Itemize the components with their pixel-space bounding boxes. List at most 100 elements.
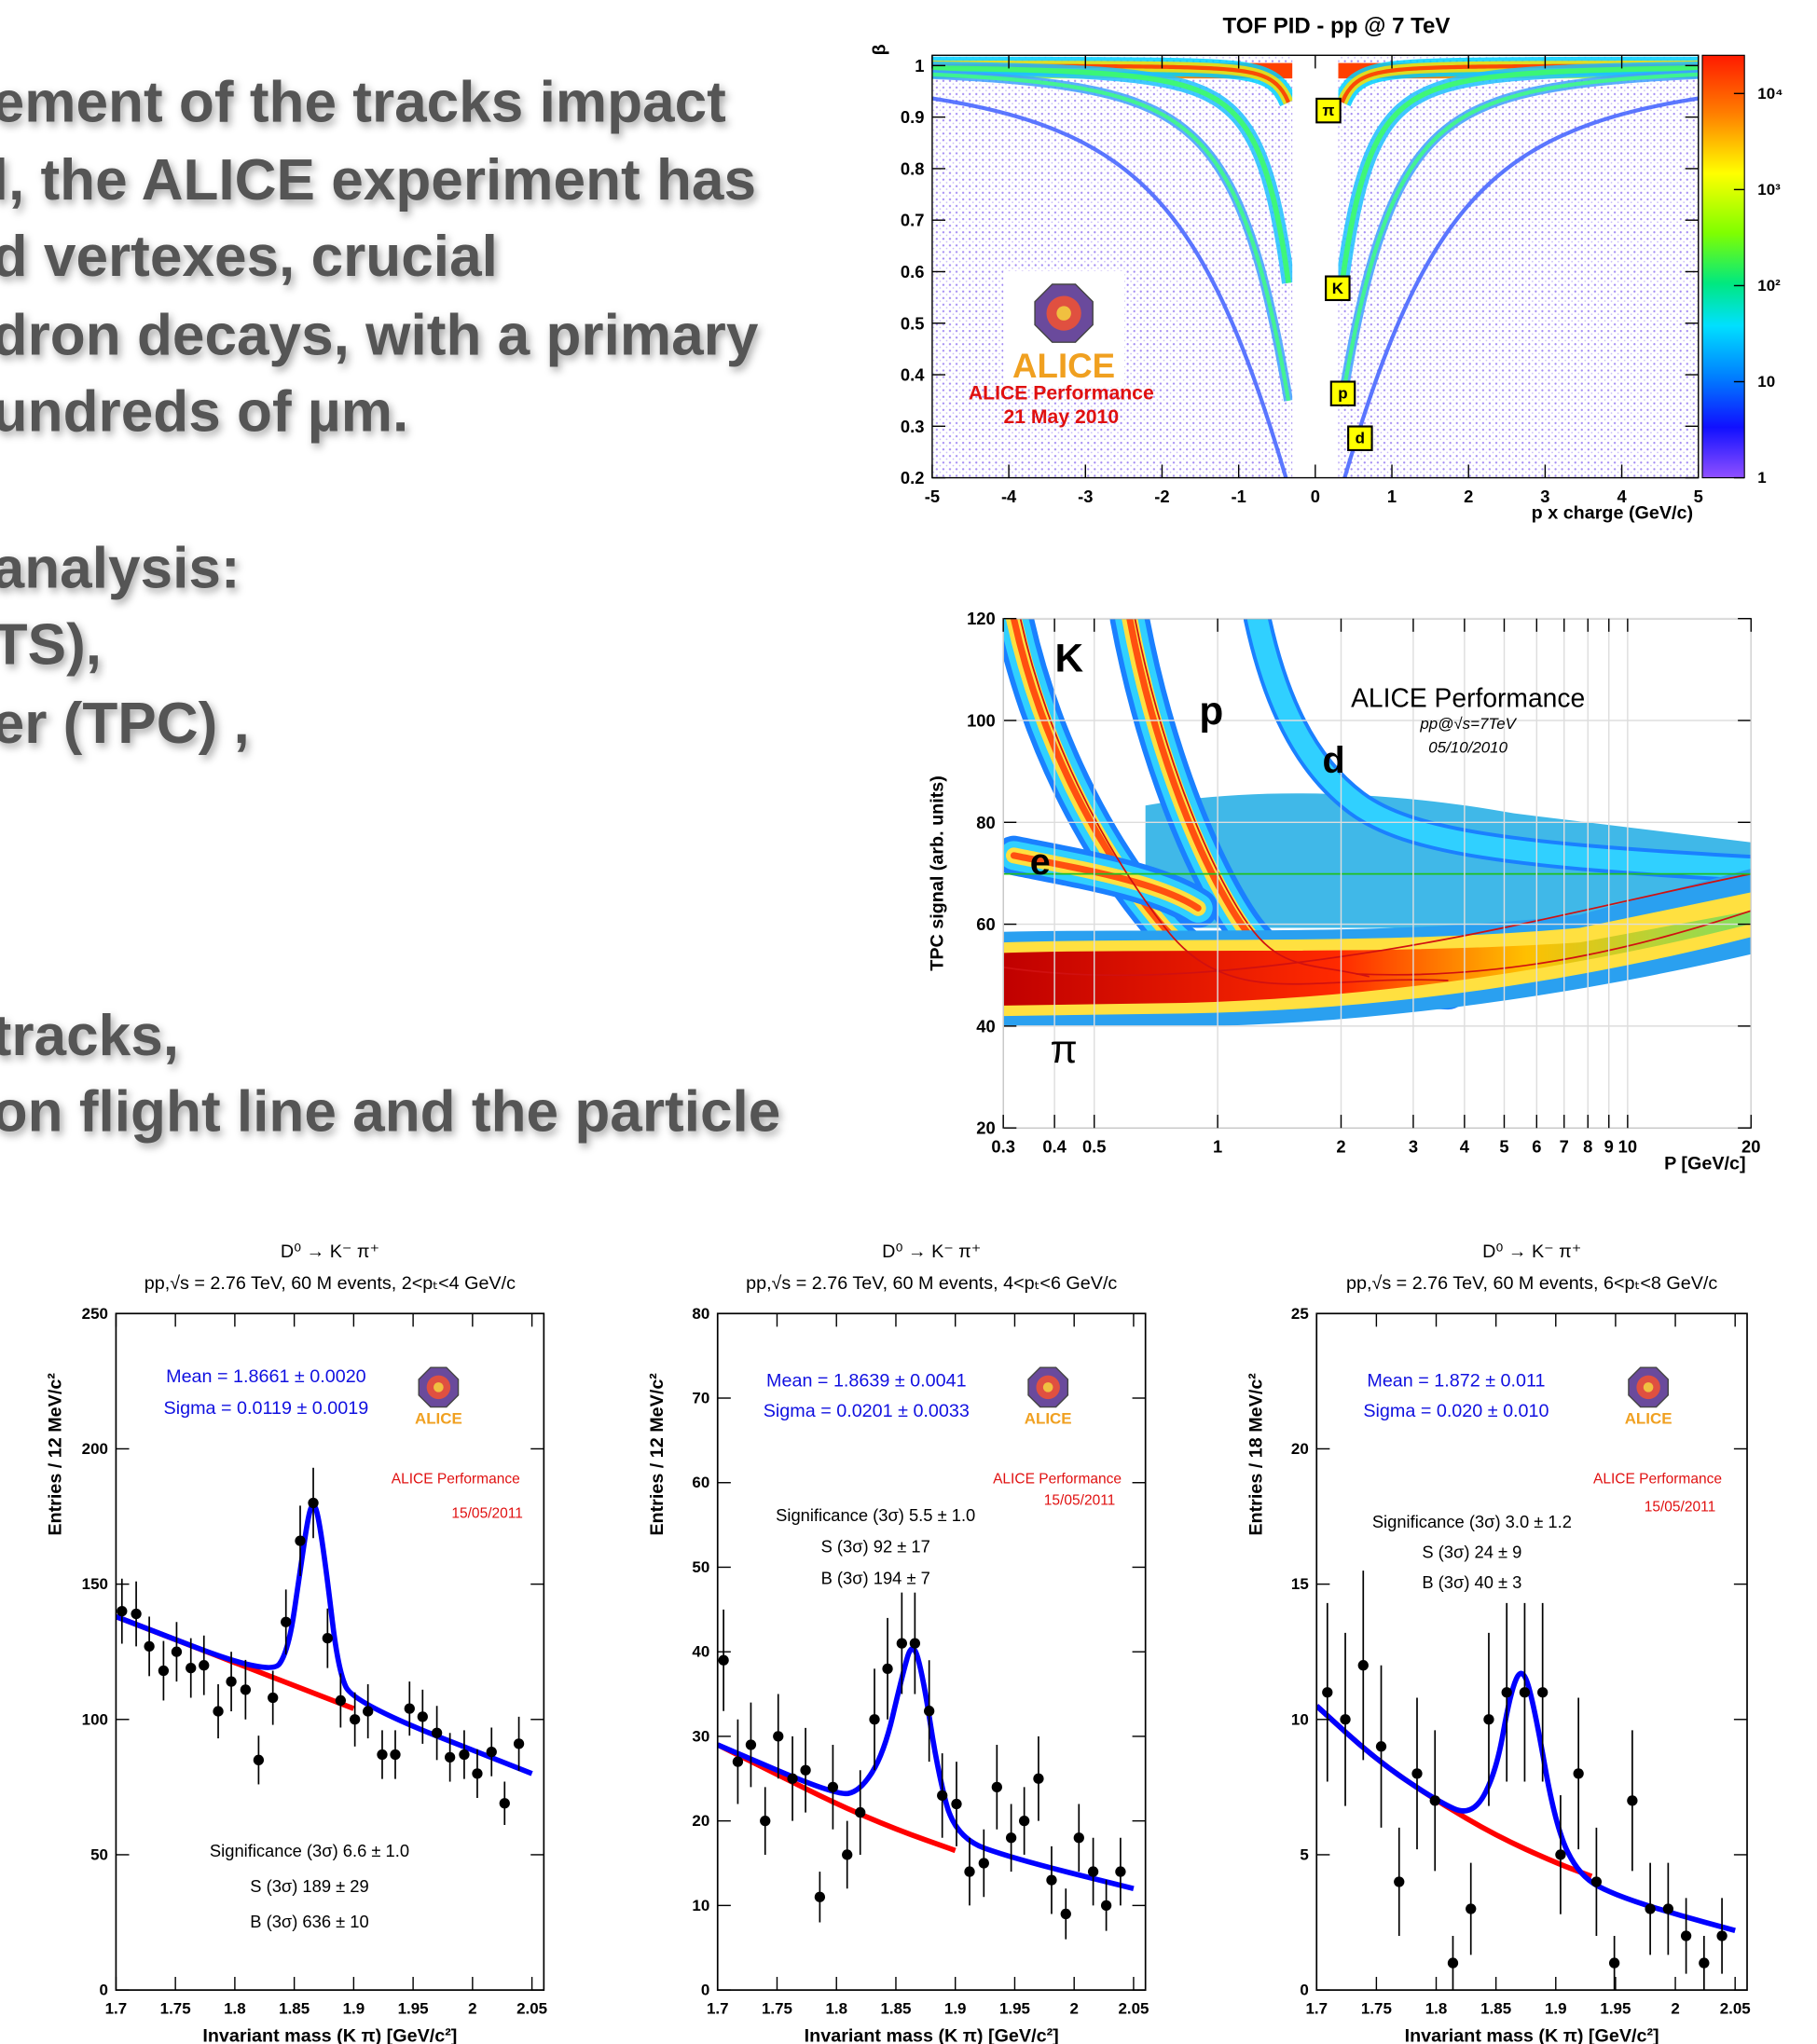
slide-text: l, the ALICE experiment has	[0, 148, 756, 213]
annotation: B (3σ) 636 ± 10	[250, 1912, 368, 1931]
y-tick-label: 0.9	[901, 107, 925, 127]
x-tick-label: 1	[1213, 1136, 1222, 1156]
data-point	[144, 1640, 155, 1653]
chart-title: D⁰ → K⁻ π⁺	[281, 1241, 379, 1262]
annotation: π	[1051, 1027, 1078, 1071]
data-point	[404, 1703, 415, 1714]
y-axis-label: Entries / 12 MeV/c²	[647, 1373, 668, 1536]
data-point	[363, 1706, 374, 1717]
data-point	[1627, 1795, 1638, 1806]
annotation: 15/05/2011	[1645, 1499, 1716, 1515]
x-tick-label: 0.5	[1082, 1136, 1107, 1156]
total-fit	[1316, 1670, 1736, 1933]
heatmap-band	[1342, 96, 1699, 478]
x-tick-label: 0	[1311, 487, 1320, 506]
data-point	[924, 1706, 935, 1717]
data-point	[1447, 1957, 1459, 1969]
data-point	[417, 1711, 428, 1722]
y-tick-label: 40	[976, 1016, 995, 1036]
x-tick-label: 2	[1671, 1999, 1679, 2017]
color-bar-label: 1	[1757, 469, 1766, 487]
label-box	[1325, 275, 1351, 302]
y-tick-label: 20	[692, 1812, 709, 1830]
slide-text: analysis:	[0, 537, 241, 601]
annotation: e	[1030, 842, 1051, 883]
data-point	[1645, 1903, 1656, 1914]
fit-line	[1134, 618, 1370, 978]
total-fit	[717, 1645, 1135, 1891]
y-tick-label: 120	[967, 609, 996, 628]
data-point	[131, 1608, 142, 1620]
y-tick-label: 60	[976, 914, 995, 934]
x-tick-label: 5	[1499, 1136, 1508, 1156]
x-axis-label: Invariant mass (K π) [GeV/c²]	[805, 2026, 1059, 2044]
annotation: Mean = 1.872 ± 0.011	[1367, 1370, 1545, 1391]
data-point	[322, 1633, 333, 1644]
data-point	[1411, 1768, 1423, 1779]
data-point	[1483, 1714, 1494, 1725]
data-point	[814, 1891, 826, 1902]
annotation: 15/05/2011	[451, 1505, 523, 1521]
data-point	[896, 1638, 907, 1649]
y-tick-label: 25	[1291, 1305, 1309, 1323]
data-point	[1073, 1832, 1084, 1844]
data-point	[1115, 1866, 1126, 1877]
plot-area	[931, 55, 1699, 478]
x-tick-label: 1.95	[1600, 1999, 1631, 2017]
data-point	[1466, 1903, 1477, 1914]
x-tick-label: 5	[1694, 487, 1703, 506]
x-tick-label: 20	[1741, 1136, 1760, 1156]
y-tick-label: 50	[692, 1558, 709, 1576]
data-point	[745, 1739, 757, 1750]
data-point	[718, 1654, 729, 1666]
x-tick-label: 2	[468, 1999, 476, 2017]
data-point	[800, 1764, 811, 1776]
heatmap-band	[1003, 911, 1752, 1006]
heatmap-band	[1010, 852, 1202, 912]
x-tick-label: 3	[1409, 1136, 1418, 1156]
color-bar-label: 10²	[1757, 277, 1781, 295]
data-point	[1573, 1768, 1584, 1779]
y-tick-label: 0	[1300, 1982, 1308, 1999]
slide-text: on flight line and the particle	[0, 1080, 780, 1145]
x-axis-label: Invariant mass (K π) [GeV/c²]	[1405, 2026, 1659, 2044]
y-tick-label: 150	[82, 1575, 108, 1593]
x-tick-label: 1.85	[1480, 1999, 1511, 2017]
chart-subtitle: pp,√s = 2.76 TeV, 60 M events, 2<pₜ<4 Ge…	[145, 1273, 516, 1294]
data-point	[1394, 1876, 1405, 1887]
slide-text: dron decays, with a primary	[0, 304, 759, 368]
logo	[1056, 306, 1071, 321]
annotation: B (3σ) 40 ± 3	[1422, 1572, 1521, 1592]
slide-text: ement of the tracks impact	[0, 71, 726, 135]
data-point	[1590, 1876, 1603, 1887]
x-tick-label: 6	[1532, 1136, 1541, 1156]
annotation: d	[1323, 740, 1345, 781]
x-tick-label: 1.8	[825, 1999, 847, 2017]
x-axis-label: P [GeV/c]	[1664, 1153, 1745, 1173]
data-point	[431, 1727, 443, 1738]
x-tick-label: 10	[1618, 1136, 1637, 1156]
annotation: ALICE Performance	[1593, 1472, 1722, 1488]
data-point	[186, 1662, 197, 1674]
x-tick-label: 7	[1560, 1136, 1569, 1156]
x-tick-label: 0.4	[1042, 1136, 1067, 1156]
heatmap-band	[1246, 618, 1752, 879]
x-tick-label: 4	[1617, 487, 1627, 506]
x-tick-label: 1.75	[762, 1999, 792, 2017]
data-point	[1519, 1687, 1531, 1698]
x-tick-label: 1.85	[279, 1999, 310, 2017]
y-tick-label: 250	[82, 1305, 108, 1323]
y-tick-label: 0	[701, 1982, 709, 1999]
annotation: K	[1332, 280, 1344, 297]
data-point	[1716, 1930, 1728, 1941]
x-tick-label: 2.05	[1720, 1999, 1751, 2017]
data-point	[842, 1849, 853, 1860]
annotation: Mean = 1.8639 ± 0.0041	[766, 1370, 967, 1391]
annotation: 15/05/2011	[1044, 1492, 1116, 1508]
data-point	[117, 1605, 128, 1617]
plot-area	[116, 1467, 533, 1826]
data-point	[1608, 1957, 1620, 1969]
chart-title: TOF PID - pp @ 7 TeV	[1222, 14, 1450, 39]
y-tick-label: 1	[915, 56, 924, 75]
data-point	[171, 1646, 183, 1657]
